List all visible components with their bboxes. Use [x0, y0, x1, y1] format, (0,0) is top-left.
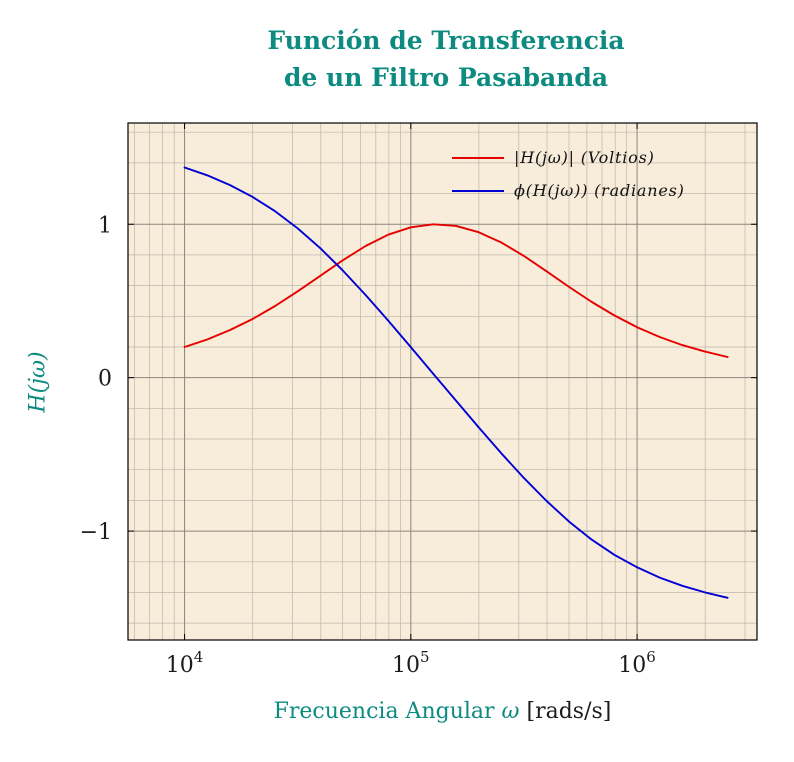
y-tick-label: −1 [80, 520, 112, 545]
y-axis-label: H(jω) [25, 351, 51, 413]
chart-title-line1: Función de Transferencia [267, 26, 625, 55]
x-tick-label: 104 [166, 648, 204, 678]
minor-grid [128, 123, 757, 640]
plot-background [128, 123, 757, 640]
legend-label: ϕ(H(jω)) (radianes) [514, 181, 685, 200]
x-tick-label: 105 [392, 648, 430, 678]
y-tick-label: 1 [98, 213, 112, 238]
plot-frame [127, 122, 758, 641]
phase-curve [183, 166, 729, 599]
x-tick-label: 106 [618, 648, 656, 678]
x-axis-label: Frecuencia Angular ω [rads/s] [128, 699, 757, 724]
chart-title-line2: de un Filtro Pasabanda [283, 63, 609, 92]
y-tick-label: 0 [98, 367, 112, 392]
x-axis-label-omega: ω [501, 699, 520, 724]
legend-label: |H(jω)| (Voltios) [514, 148, 655, 167]
chart-title: Función de Transferencia de un Filtro Pa… [96, 22, 794, 96]
tick-marks [128, 123, 757, 640]
legend: |H(jω)| (Voltios) ϕ(H(jω)) (radianes) [452, 148, 685, 200]
x-axis-label-units: [rads/s] [526, 699, 612, 724]
magnitude-curve [183, 223, 729, 358]
x-axis-label-text: Frecuencia Angular [273, 699, 495, 724]
